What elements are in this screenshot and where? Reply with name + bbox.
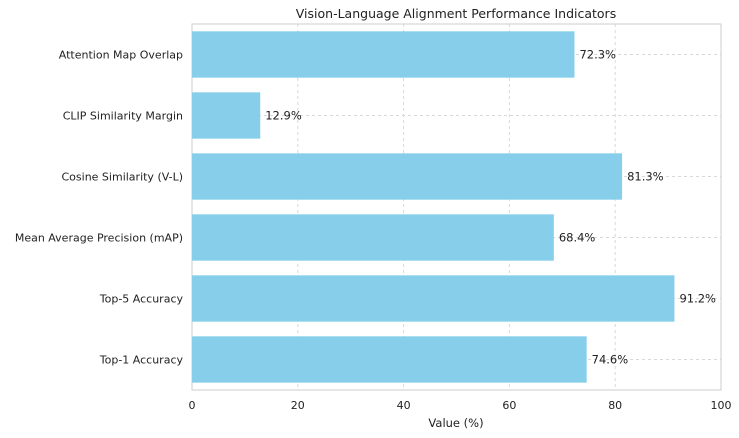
x-tick-label: 80 xyxy=(608,399,622,412)
x-tick-label: 100 xyxy=(711,399,732,412)
bar xyxy=(192,336,587,383)
category-label: Top-1 Accuracy xyxy=(99,354,184,367)
bar xyxy=(192,31,575,78)
category-label: Mean Average Precision (mAP) xyxy=(15,232,183,245)
x-axis-label: Value (%) xyxy=(428,416,483,430)
data-label: 72.3% xyxy=(579,48,616,62)
category-label: Cosine Similarity (V-L) xyxy=(62,171,184,184)
plot-area-frame xyxy=(191,23,722,391)
value-labels: 72.3% 12.9% 81.3% 68.4% 91.2% 74.6% xyxy=(265,48,716,367)
bar xyxy=(192,275,675,322)
x-tick-label: 20 xyxy=(291,399,305,412)
data-label: 91.2% xyxy=(679,292,716,306)
x-tick-label: 60 xyxy=(502,399,516,412)
data-label: 68.4% xyxy=(559,231,596,245)
category-labels: Attention Map Overlap CLIP Similarity Mar… xyxy=(15,49,184,367)
x-axis-ticks: 0 20 40 60 80 100 xyxy=(189,399,732,412)
bar xyxy=(192,214,554,261)
category-label: CLIP Similarity Margin xyxy=(63,110,183,123)
grid-lines xyxy=(191,24,722,390)
bar xyxy=(192,153,623,200)
bar xyxy=(192,92,261,139)
category-label: Top-5 Accuracy xyxy=(99,293,184,306)
chart-title: Vision-Language Alignment Performance In… xyxy=(296,6,616,21)
data-label: 74.6% xyxy=(592,353,629,367)
bars xyxy=(192,31,675,383)
data-label: 81.3% xyxy=(627,170,664,184)
data-label: 12.9% xyxy=(265,109,302,123)
x-tick-label: 0 xyxy=(189,399,196,412)
category-label: Attention Map Overlap xyxy=(59,49,183,62)
x-tick-label: 40 xyxy=(397,399,411,412)
